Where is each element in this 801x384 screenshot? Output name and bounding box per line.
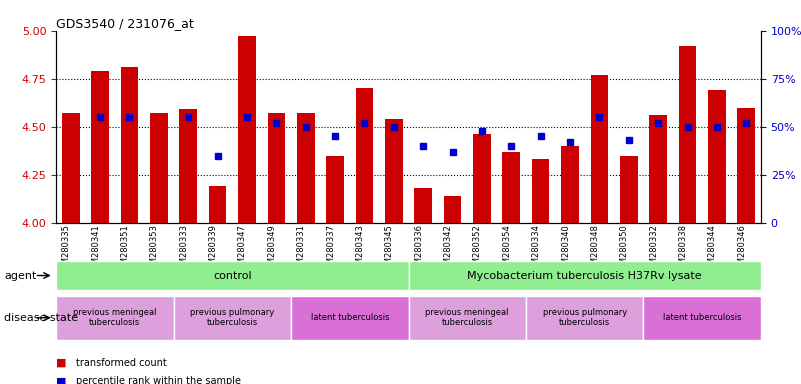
- Bar: [444, 196, 461, 223]
- Text: Mycobacterium tuberculosis H37Rv lysate: Mycobacterium tuberculosis H37Rv lysate: [468, 270, 702, 281]
- Text: GDS3540 / 231076_at: GDS3540 / 231076_at: [56, 17, 194, 30]
- Bar: [562, 146, 579, 223]
- Text: transformed count: transformed count: [76, 358, 167, 368]
- Bar: [708, 90, 726, 223]
- Text: latent tuberculosis: latent tuberculosis: [663, 313, 742, 322]
- Text: agent: agent: [4, 270, 36, 281]
- Text: ■: ■: [56, 376, 66, 384]
- Text: previous meningeal
tuberculosis: previous meningeal tuberculosis: [73, 308, 156, 328]
- Bar: [209, 186, 227, 223]
- Bar: [268, 113, 285, 223]
- Text: control: control: [213, 270, 252, 281]
- Bar: [179, 109, 197, 223]
- Bar: [678, 46, 696, 223]
- Bar: [532, 159, 549, 223]
- Bar: [326, 156, 344, 223]
- Bar: [91, 71, 109, 223]
- Bar: [620, 156, 638, 223]
- Bar: [502, 152, 520, 223]
- Bar: [238, 36, 256, 223]
- Bar: [150, 113, 167, 223]
- Text: percentile rank within the sample: percentile rank within the sample: [76, 376, 241, 384]
- Bar: [590, 75, 608, 223]
- Text: previous pulmonary
tuberculosis: previous pulmonary tuberculosis: [190, 308, 275, 328]
- Text: previous pulmonary
tuberculosis: previous pulmonary tuberculosis: [542, 308, 627, 328]
- Bar: [414, 188, 432, 223]
- Bar: [385, 119, 403, 223]
- Bar: [738, 108, 755, 223]
- Bar: [62, 113, 79, 223]
- Text: previous meningeal
tuberculosis: previous meningeal tuberculosis: [425, 308, 509, 328]
- Bar: [121, 67, 139, 223]
- Text: ■: ■: [56, 358, 66, 368]
- Bar: [650, 115, 667, 223]
- Bar: [473, 134, 491, 223]
- Bar: [297, 113, 315, 223]
- Text: latent tuberculosis: latent tuberculosis: [311, 313, 389, 322]
- Bar: [356, 88, 373, 223]
- Text: disease state: disease state: [4, 313, 78, 323]
